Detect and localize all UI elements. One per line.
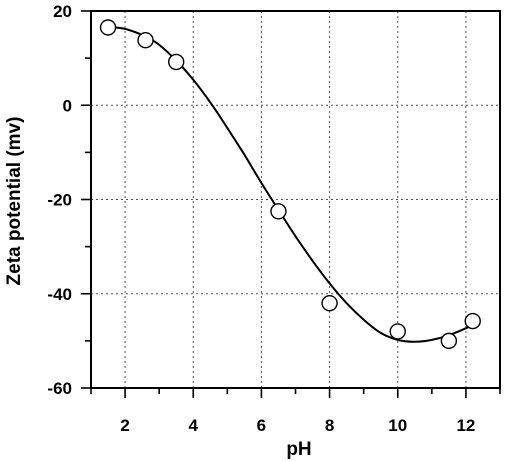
y-tick-label: 20 bbox=[53, 2, 72, 21]
data-point-1 bbox=[137, 32, 154, 49]
fit-curve bbox=[107, 26, 474, 343]
x-axis-title: pH bbox=[286, 439, 311, 460]
data-points bbox=[99, 19, 481, 350]
data-point-0 bbox=[99, 19, 117, 36]
data-point-5 bbox=[389, 323, 406, 340]
x-tick-label: 8 bbox=[325, 416, 334, 435]
x-tick-labels: 2 4 6 8 10 12 bbox=[120, 416, 475, 435]
grid-lines bbox=[91, 11, 500, 388]
x-tick-label: 12 bbox=[456, 416, 475, 435]
x-tick-label: 4 bbox=[189, 416, 199, 435]
data-point-2 bbox=[168, 53, 185, 71]
y-axis-title: Zeta potential (mv) bbox=[4, 117, 25, 286]
x-tick-label: 6 bbox=[257, 416, 266, 435]
y-tick-labels: -60 -40 -20 0 20 bbox=[47, 2, 72, 398]
axis-ticks bbox=[81, 10, 501, 398]
x-tick-label: 2 bbox=[120, 416, 129, 435]
y-tick-label: -20 bbox=[47, 191, 72, 210]
x-tick-label: 10 bbox=[388, 416, 407, 435]
data-point-7 bbox=[464, 312, 481, 330]
data-point-4 bbox=[321, 294, 338, 312]
data-point-3 bbox=[270, 203, 287, 220]
y-tick-label: -40 bbox=[47, 285, 72, 304]
data-point-6 bbox=[440, 332, 458, 350]
y-tick-label: 0 bbox=[63, 96, 72, 115]
y-tick-label: -60 bbox=[47, 379, 72, 398]
plot-frame bbox=[90, 10, 501, 389]
